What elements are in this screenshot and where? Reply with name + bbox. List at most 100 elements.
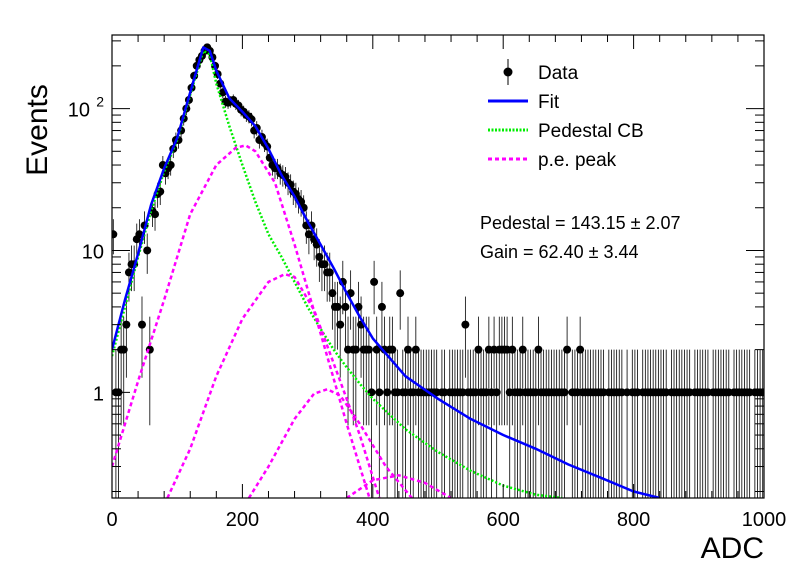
data-marker (461, 320, 470, 329)
data-marker (315, 252, 324, 261)
x-tick-label: 0 (106, 509, 117, 531)
fit-result-pm: ± (631, 213, 646, 233)
pe-peak-curve (112, 144, 371, 498)
data-point (576, 316, 585, 426)
data-point (404, 316, 413, 426)
x-tick-label: 600 (487, 509, 520, 531)
x-tick-label: 1000 (742, 509, 787, 531)
y-axis-title: Events (21, 84, 54, 176)
y-tick-label: 10 (68, 100, 90, 122)
data-marker (534, 345, 543, 354)
data-point (461, 296, 470, 378)
data-marker (370, 277, 379, 286)
x-tick-label: 400 (356, 509, 389, 531)
legend-label: p.e. peak (538, 150, 617, 171)
data-marker (328, 289, 337, 298)
legend-entry: p.e. peak (488, 150, 617, 171)
legend-data-marker (503, 67, 513, 77)
pe-peak-curve (247, 388, 413, 498)
data-point (396, 270, 405, 330)
data-point (328, 270, 337, 330)
fit-result-error: 2.07 (646, 213, 681, 233)
data-marker (112, 230, 118, 239)
fit-result-name: Pedestal = 143.15 (480, 213, 631, 233)
legend-label: Data (538, 63, 579, 84)
data-marker (508, 345, 517, 354)
data-marker (474, 345, 483, 354)
data-marker (333, 302, 342, 311)
legend: Data Fit Pedestal CB p.e. peak (488, 59, 644, 171)
data-marker (325, 268, 334, 277)
data-marker (143, 246, 152, 255)
data-marker (364, 345, 373, 354)
data-marker (304, 230, 313, 239)
data-marker (341, 302, 350, 311)
plot-content (112, 43, 764, 498)
data-point (411, 316, 420, 426)
data-marker (137, 320, 146, 329)
pe-peak-curve (345, 474, 452, 498)
data-marker (135, 230, 144, 239)
legend-label: Pedestal CB (538, 121, 644, 142)
data-marker (351, 345, 360, 354)
data-marker (122, 320, 131, 329)
data-point (143, 233, 152, 274)
data-point (351, 316, 360, 426)
data-point (377, 281, 386, 350)
data-point (474, 316, 483, 426)
x-axis-title: ADC (701, 532, 764, 565)
fit-result-line: Pedestal = 143.15 ± 2.07 (480, 213, 681, 233)
data-marker (560, 388, 569, 397)
data-point (388, 316, 397, 426)
data-marker (576, 345, 585, 354)
fit-curve (112, 46, 661, 498)
data-marker (377, 302, 386, 311)
data-point (122, 296, 131, 378)
data-point (375, 349, 384, 498)
plot-frame (111, 34, 765, 499)
data-point (315, 239, 324, 282)
x-tick-label: 200 (226, 509, 259, 531)
data-point (534, 316, 543, 426)
data-point (518, 316, 527, 426)
data-point (492, 349, 501, 498)
legend-entry: Pedestal CB (488, 121, 644, 142)
data-point (563, 316, 572, 426)
data-marker (404, 345, 413, 354)
fit-result-name: Gain = 62.40 (480, 242, 589, 262)
data-marker (388, 345, 397, 354)
data-point (333, 281, 342, 350)
x-tick-label: 800 (617, 509, 650, 531)
data-marker (518, 345, 527, 354)
legend-entry: Data (503, 59, 579, 85)
data-marker (336, 320, 345, 329)
data-marker (151, 210, 160, 219)
data-marker (372, 345, 381, 354)
y-tick-label: 1 (93, 383, 104, 405)
axis-ticks: 0 200 400 600 800 1000 1 10 10 2 (68, 35, 787, 531)
plot-area (112, 43, 764, 498)
data-point (151, 201, 160, 231)
fit-result-pm: ± (589, 242, 604, 262)
data-point (508, 316, 517, 426)
data-point (560, 349, 569, 498)
fit-result-line: Gain = 62.40 ± 3.44 (480, 242, 639, 262)
data-point (364, 316, 373, 426)
data-point (383, 349, 392, 498)
legend-entry: Fit (488, 92, 560, 113)
data-marker (383, 388, 392, 397)
fit-results-box: Pedestal = 143.15 ± 2.07 Gain = 62.40 ± 3… (480, 213, 681, 262)
data-point (137, 296, 146, 378)
pe-peak-curve (166, 272, 381, 498)
data-marker (375, 388, 384, 397)
data-marker (119, 345, 128, 354)
data-marker (563, 345, 572, 354)
data-point (336, 296, 345, 378)
data-point (372, 316, 381, 426)
data-point (119, 316, 128, 426)
y-tick-label: 10 (82, 241, 104, 263)
y-tick-label-exponent: 2 (96, 94, 104, 110)
fit-result-error: 3.44 (603, 242, 638, 262)
data-marker (492, 388, 501, 397)
